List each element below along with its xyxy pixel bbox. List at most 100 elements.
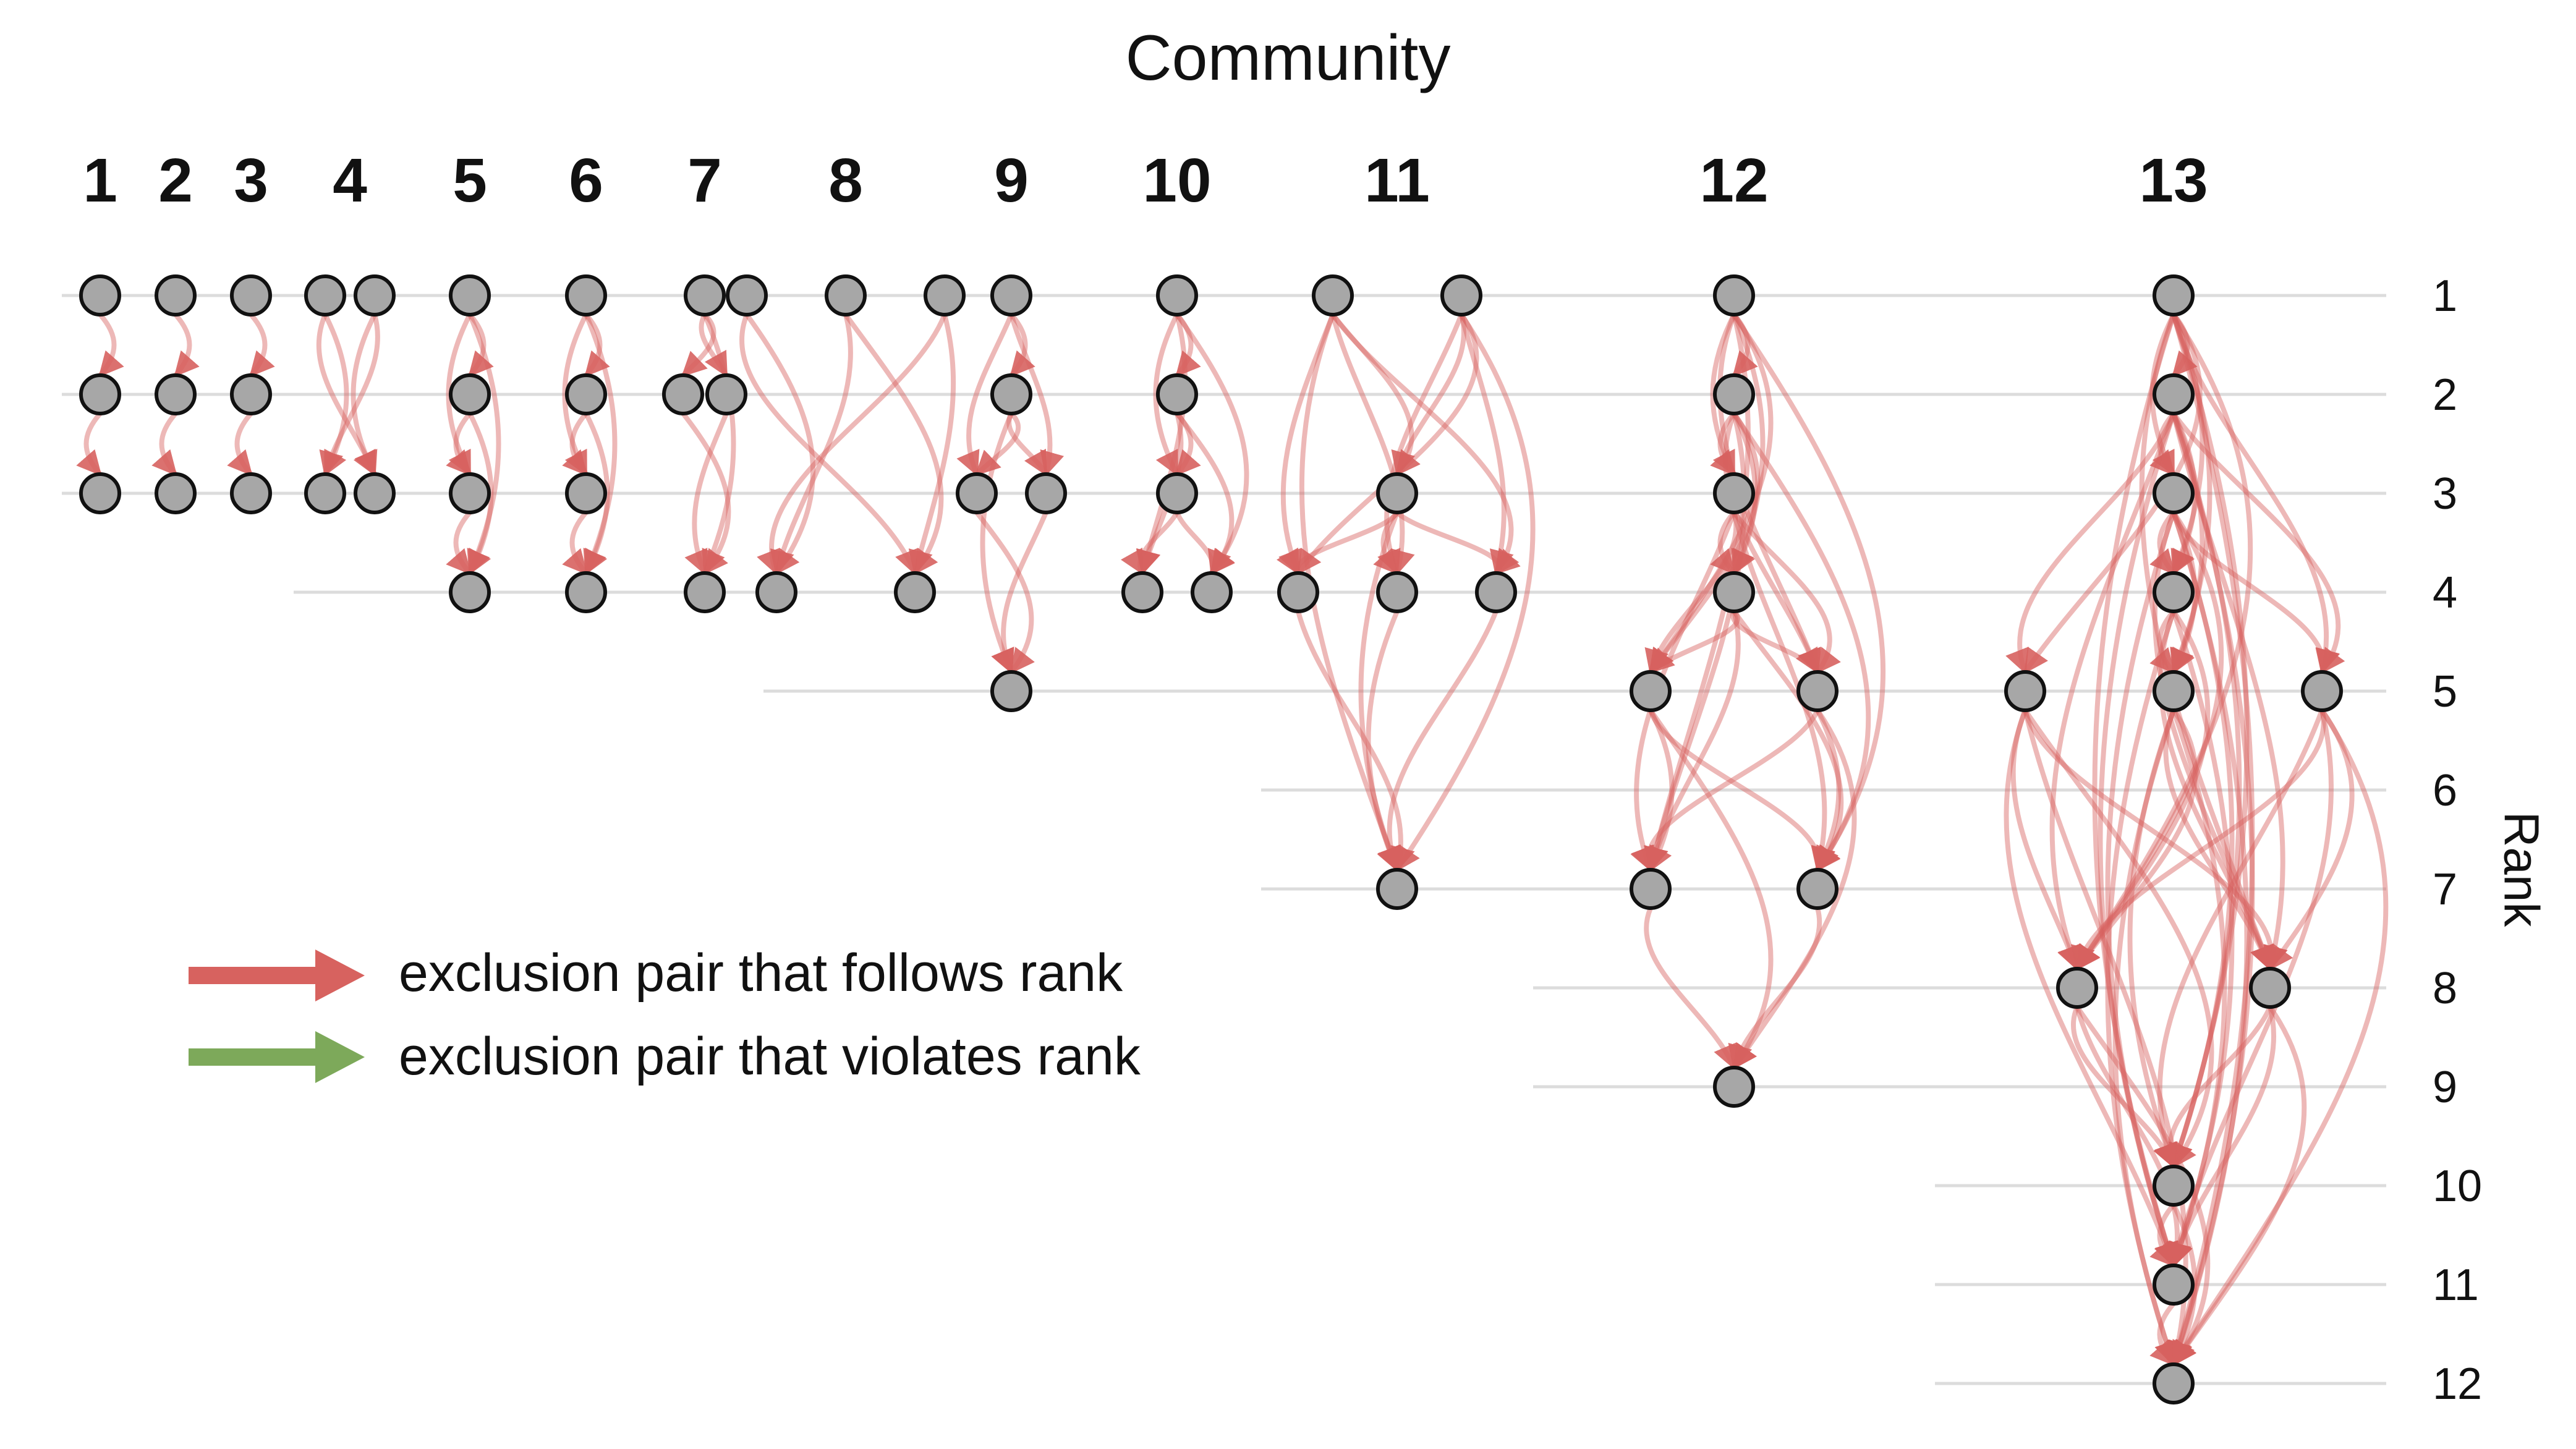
node [155,274,197,317]
exclusion-edge-follows [1009,313,1065,477]
exclusion-edge-follows [681,313,716,377]
community-label-7: 7 [687,146,722,215]
node [565,571,607,613]
exclusion-edge-follows [908,313,956,576]
exclusion-edge-follows [2171,413,2287,971]
legend-arrow-follows [189,950,365,1001]
community-label-8: 8 [828,146,863,215]
node [565,274,607,317]
exclusion-edge-follows [584,313,610,378]
exclusion-edge-follows [1395,510,1521,575]
node [1376,472,1418,514]
exclusion-edge-follows [2171,511,2340,674]
node [2153,1362,2195,1404]
exclusion-edge-follows [980,412,1014,674]
exclusion-edge-follows [757,313,947,576]
exclusion-edge-follows [2169,412,2242,1169]
exclusion-edge-follows [1330,313,1520,576]
exclusion-edge-follows [1732,313,1886,872]
exclusion-edge-follows [2171,708,2389,1367]
exclusion-edge-follows [2010,709,2081,971]
exclusion-edge-follows [991,511,1048,674]
exclusion-edge-follows [2023,708,2214,1169]
node [1796,868,1838,910]
exclusion-edge-follows [2171,313,2198,378]
node [449,571,491,613]
node [726,274,768,317]
exclusion-edge-follows [2268,708,2355,971]
exclusion-edge-follows [467,313,494,378]
exclusion-edge-follows [1120,511,1180,576]
node [2153,571,2195,613]
exclusion-edge-follows [227,412,253,477]
exclusion-edge-follows [699,313,729,378]
node [894,571,936,613]
exclusion-edge-follows [739,313,919,576]
community-nodes [79,274,2343,1404]
exclusion-edge-follows [744,313,816,576]
exclusion-edge-follows [2149,1203,2176,1268]
node [565,472,607,514]
exclusion-edge-follows [702,313,736,576]
exclusion-edge-follows [151,412,178,477]
exclusion-edge-follows [2023,710,2191,1367]
exclusion-edge-follows [1175,511,1231,576]
exclusion-edge-follows [843,313,944,576]
exclusion-edge-follows [2170,412,2205,674]
node [449,472,491,514]
exclusion-edge-follows [1644,907,1737,1070]
legend-arrow-violates [189,1031,365,1083]
exclusion-edge-follows [1136,313,1188,576]
exclusion-edge-follows [2171,1204,2198,1367]
node [755,571,797,613]
exclusion-edge-follows [76,412,103,477]
exclusion-edge-follows [2149,511,2176,576]
node [2056,967,2098,1009]
rank-tick-label: 1 [2433,271,2457,321]
legend-label-follows: exclusion pair that follows rank [399,943,1123,1003]
exclusion-edge-follows [2158,610,2274,971]
exclusion-edge-follows [446,511,472,576]
community-label-6: 6 [569,146,603,215]
exclusion-edge-follows [2171,314,2340,674]
exclusion-edge-follows [1648,709,1835,872]
chart-title: Community [1125,22,1451,94]
exclusion-edge-follows [1459,313,1514,576]
community-label-4: 4 [333,146,367,215]
exclusion-edge-follows [684,412,729,576]
rank-gridlines [62,294,2386,1385]
exclusion-edge-follows [2169,511,2235,1169]
exclusion-edge-follows [1377,313,1464,576]
exclusion-edge-follows [1644,610,1741,872]
exclusion-edge-follows [1648,412,1761,674]
exclusion-edge-follows [1175,412,1201,477]
node [155,472,197,514]
exclusion-edge-follows [2075,610,2211,971]
node [1713,472,1755,514]
exclusion-edge-follows [1330,313,1415,576]
node [230,373,272,415]
exclusion-edge-follows [2004,709,2178,1268]
node [662,373,704,415]
node [1191,571,1233,613]
exclusion-edge-follows [1377,610,1498,872]
exclusion-edge-follows [2167,313,2255,1367]
community-label-1: 1 [83,146,117,215]
exclusion-edge-follows [2075,511,2224,971]
node [1025,472,1067,514]
rank-tick-label: 6 [2433,766,2457,815]
exclusion-edge-follows [2154,709,2324,1169]
rank-tick-label: 2 [2433,370,2457,420]
community-label-10: 10 [1142,146,1211,215]
node [354,472,396,514]
exclusion-edge-follows [1358,511,1401,872]
exclusion-edge-follows [1296,313,1479,576]
exclusion-edge-follows [1175,313,1201,378]
node [1713,274,1755,317]
node [1630,868,1672,910]
exclusion-edge-follows [1391,313,1467,477]
node [79,274,121,317]
exclusion-edge-follows [2163,709,2274,971]
